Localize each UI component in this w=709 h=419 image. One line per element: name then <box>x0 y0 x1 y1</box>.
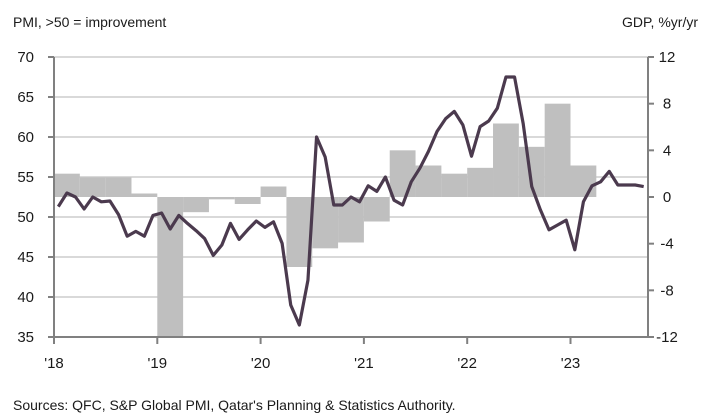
gdp-bar <box>545 104 571 197</box>
left-tick-label: 50 <box>17 209 34 226</box>
left-tick-label: 45 <box>17 249 34 266</box>
gdp-bar <box>441 174 467 197</box>
gdp-bar <box>364 197 390 222</box>
right-tick-label: 4 <box>663 142 671 159</box>
left-tick-label: 60 <box>17 129 34 146</box>
gdp-bar <box>157 197 183 343</box>
right-tick-label: -4 <box>660 236 673 253</box>
gdp-bar <box>493 124 519 198</box>
left-tick-label: 65 <box>17 89 34 106</box>
gdp-bar <box>106 177 132 197</box>
left-tick-label: 70 <box>17 49 34 66</box>
right-axis-title: GDP, %yr/yr <box>622 14 698 30</box>
gdp-bar <box>467 168 493 197</box>
right-tick-label: -12 <box>656 329 678 346</box>
gdp-bar <box>261 187 287 198</box>
gdp-bar <box>80 177 106 197</box>
x-tick-label: '22 <box>457 355 477 372</box>
gdp-bar <box>235 197 261 204</box>
x-tick-label: '21 <box>354 355 374 372</box>
left-axis-title: PMI, >50 = improvement <box>13 14 166 30</box>
gdp-bar <box>209 197 235 199</box>
right-tick-label: -8 <box>660 282 673 299</box>
source-note: Sources: QFC, S&P Global PMI, Qatar's Pl… <box>13 397 456 413</box>
left-tick-label: 55 <box>17 169 34 186</box>
right-tick-label: 12 <box>659 49 676 66</box>
gdp-bar <box>131 194 157 198</box>
x-tick-label: '19 <box>148 355 168 372</box>
right-tick-label: 8 <box>663 96 671 113</box>
x-tick-label: '23 <box>561 355 581 372</box>
gdp-bar <box>390 150 416 197</box>
left-tick-label: 40 <box>17 289 34 306</box>
left-tick-label: 35 <box>17 329 34 346</box>
gdp-bar <box>183 197 209 212</box>
x-tick-label: '20 <box>251 355 271 372</box>
right-tick-label: 0 <box>663 189 671 206</box>
gdp-bar <box>571 166 597 198</box>
x-tick-label: '18 <box>44 355 64 372</box>
